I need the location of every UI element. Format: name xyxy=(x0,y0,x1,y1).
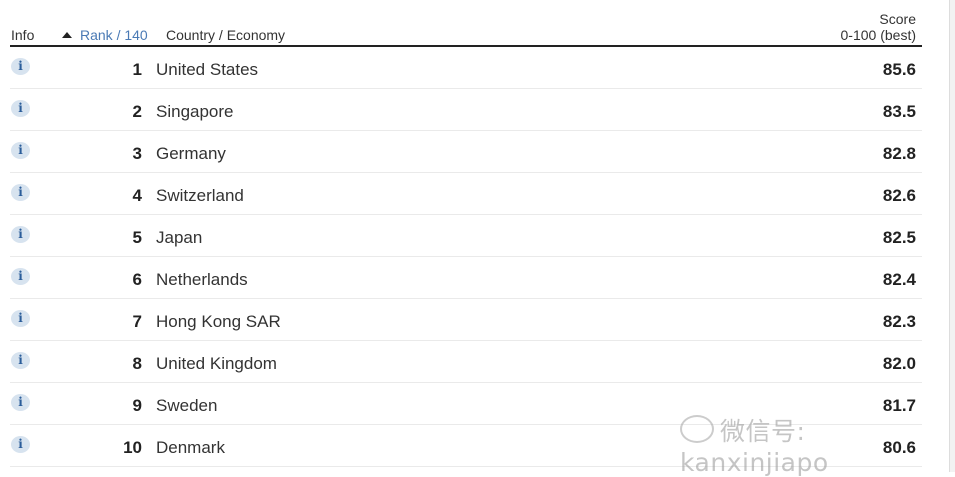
score-cell: 82.3 xyxy=(882,312,916,331)
table-row: i 8 United Kingdom 82.0 xyxy=(10,341,922,383)
info-icon[interactable]: i xyxy=(11,226,30,243)
info-icon[interactable]: i xyxy=(11,142,30,159)
watermark: 微信号: kanxinjiapo xyxy=(680,412,955,477)
header-info: Info xyxy=(11,27,35,43)
rank-cell: 6 xyxy=(132,270,142,289)
info-icon[interactable]: i xyxy=(11,100,30,117)
score-cell: 82.6 xyxy=(882,186,916,205)
ranking-table: Info Rank / 140 Country / Economy Score … xyxy=(10,0,922,467)
header-score-range: 0-100 (best) xyxy=(840,27,916,43)
info-icon[interactable]: i xyxy=(11,436,30,453)
score-cell: 82.5 xyxy=(882,228,916,247)
header-country[interactable]: Country / Economy xyxy=(166,27,286,43)
table-row: i 4 Switzerland 82.6 xyxy=(10,173,922,215)
score-cell: 82.0 xyxy=(882,354,916,373)
header-rank-label: Rank / 140 xyxy=(80,27,148,43)
table-row: i 10 Denmark 80.6 xyxy=(10,425,922,467)
score-cell: 82.4 xyxy=(882,270,916,289)
table-row: i 6 Netherlands 82.4 xyxy=(10,257,922,299)
info-icon[interactable]: i xyxy=(11,58,30,75)
country-cell: United Kingdom xyxy=(156,354,277,373)
sort-ascending-icon xyxy=(62,32,72,38)
table-header: Info Rank / 140 Country / Economy Score … xyxy=(10,0,922,47)
score-cell: 82.8 xyxy=(882,144,916,163)
country-cell: Japan xyxy=(156,228,203,247)
sort-by-rank-header[interactable]: Rank / 140 xyxy=(62,27,148,43)
scrollbar[interactable] xyxy=(949,0,955,472)
rank-cell: 4 xyxy=(132,186,142,205)
country-cell: Denmark xyxy=(156,438,225,457)
rank-cell: 10 xyxy=(123,438,142,457)
score-cell: 80.6 xyxy=(882,438,916,457)
country-cell: Hong Kong SAR xyxy=(156,312,281,331)
country-cell: Switzerland xyxy=(156,186,244,205)
info-icon[interactable]: i xyxy=(11,394,30,411)
header-score-title: Score xyxy=(879,11,916,27)
country-cell: United States xyxy=(156,60,259,79)
table-row: i 5 Japan 82.5 xyxy=(10,215,922,257)
header-score[interactable]: Score 0-100 (best) xyxy=(841,11,916,43)
score-cell: 81.7 xyxy=(882,396,916,415)
wechat-logo-icon xyxy=(680,415,714,443)
info-icon[interactable]: i xyxy=(11,352,30,369)
country-cell: Germany xyxy=(156,144,226,163)
info-icon[interactable]: i xyxy=(11,310,30,327)
rank-cell: 7 xyxy=(132,312,142,331)
info-icon[interactable]: i xyxy=(11,268,30,285)
table-row: i 2 Singapore 83.5 xyxy=(10,89,922,131)
rank-cell: 5 xyxy=(132,228,142,247)
score-cell: 83.5 xyxy=(882,102,916,121)
rank-cell: 1 xyxy=(132,60,142,79)
country-cell: Sweden xyxy=(156,396,218,415)
table-row: i 1 United States 85.6 xyxy=(10,47,922,89)
table-row: i 9 Sweden 81.7 xyxy=(10,383,922,425)
table-row: i 7 Hong Kong SAR 82.3 xyxy=(10,299,922,341)
score-cell: 85.6 xyxy=(882,60,916,79)
info-icon[interactable]: i xyxy=(11,184,30,201)
country-cell: Netherlands xyxy=(156,270,248,289)
country-cell: Singapore xyxy=(156,102,234,121)
table-row: i 3 Germany 82.8 xyxy=(10,131,922,173)
rank-cell: 2 xyxy=(132,102,142,121)
rank-cell: 3 xyxy=(132,144,142,163)
rank-cell: 8 xyxy=(132,354,142,373)
rank-cell: 9 xyxy=(132,396,142,415)
